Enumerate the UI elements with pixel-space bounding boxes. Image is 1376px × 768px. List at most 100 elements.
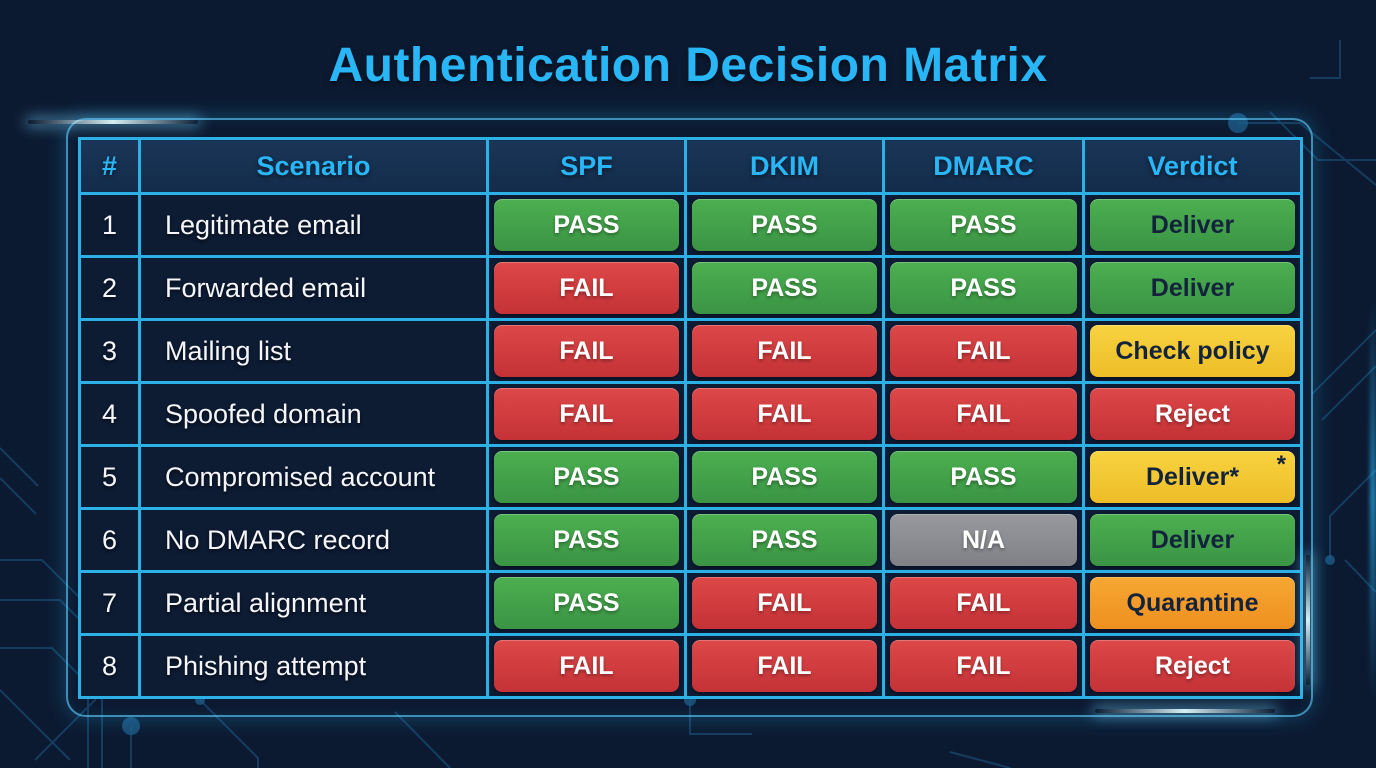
table-row: 2 Forwarded email FAIL PASS PASS Deliver	[78, 255, 1303, 321]
column-header-num: #	[78, 137, 141, 195]
dkim-badge: PASS	[692, 514, 877, 566]
verdict-cell: Deliver	[1082, 192, 1303, 258]
badge-label: FAIL	[559, 273, 614, 302]
verdict-badge: Reject	[1090, 388, 1295, 440]
dkim-cell: FAIL	[684, 381, 885, 447]
dmarc-cell: FAIL	[882, 318, 1085, 384]
dmarc-badge: PASS	[890, 199, 1077, 251]
dmarc-badge: FAIL	[890, 640, 1077, 692]
table-header-row: # Scenario SPF DKIM DMARC Verdict	[78, 137, 1303, 195]
badge-label: FAIL	[956, 651, 1011, 680]
spf-badge: FAIL	[494, 262, 679, 314]
badge-label: FAIL	[757, 336, 812, 365]
verdict-cell: Check policy	[1082, 318, 1303, 384]
scenario-label: Compromised account	[138, 444, 489, 510]
badge-label: FAIL	[757, 399, 812, 428]
scenario-label: Phishing attempt	[138, 633, 489, 699]
spf-cell: FAIL	[486, 381, 687, 447]
spf-badge: PASS	[494, 514, 679, 566]
verdict-badge: Deliver	[1090, 262, 1295, 314]
badge-label: PASS	[751, 462, 818, 491]
scenario-label: Legitimate email	[138, 192, 489, 258]
row-number: 3	[78, 318, 141, 384]
dmarc-cell: N/A	[882, 507, 1085, 573]
dmarc-cell: FAIL	[882, 633, 1085, 699]
column-header-dmarc: DMARC	[882, 137, 1085, 195]
spf-badge: PASS	[494, 199, 679, 251]
dmarc-badge: FAIL	[890, 577, 1077, 629]
badge-label: PASS	[751, 273, 818, 302]
dkim-cell: PASS	[684, 255, 885, 321]
badge-label: Deliver*	[1145, 462, 1240, 491]
spf-badge: PASS	[494, 577, 679, 629]
verdict-cell: Deliver	[1082, 255, 1303, 321]
badge-label: FAIL	[559, 651, 614, 680]
dkim-badge: FAIL	[692, 325, 877, 377]
scenario-label: No DMARC record	[138, 507, 489, 573]
badge-label: Reject	[1154, 651, 1231, 680]
dmarc-badge: PASS	[890, 262, 1077, 314]
verdict-cell: Deliver	[1082, 507, 1303, 573]
badge-label: FAIL	[559, 399, 614, 428]
asterisk-mark: *	[1276, 451, 1286, 478]
dkim-badge: PASS	[692, 199, 877, 251]
badge-label: PASS	[553, 210, 620, 239]
row-number: 1	[78, 192, 141, 258]
badge-label: FAIL	[757, 651, 812, 680]
row-number: 5	[78, 444, 141, 510]
badge-label: Deliver	[1150, 525, 1235, 554]
dmarc-cell: PASS	[882, 444, 1085, 510]
dkim-cell: FAIL	[684, 318, 885, 384]
badge-label: PASS	[553, 525, 620, 554]
badge-label: Deliver	[1150, 210, 1235, 239]
dkim-badge: FAIL	[692, 577, 877, 629]
row-number: 6	[78, 507, 141, 573]
dmarc-cell: FAIL	[882, 570, 1085, 636]
table-glow-frame	[66, 118, 1313, 717]
spf-cell: FAIL	[486, 255, 687, 321]
dkim-badge: PASS	[692, 262, 877, 314]
row-number: 8	[78, 633, 141, 699]
row-number: 7	[78, 570, 141, 636]
table-body: 1 Legitimate email PASS PASS PASS Deliver 2 For…	[78, 192, 1303, 699]
dkim-badge: FAIL	[692, 388, 877, 440]
spf-badge: FAIL	[494, 640, 679, 692]
spf-cell: PASS	[486, 570, 687, 636]
screen-edge-glow	[1370, 300, 1376, 700]
dmarc-cell: PASS	[882, 192, 1085, 258]
badge-label: PASS	[950, 273, 1017, 302]
badge-label: Check policy	[1115, 336, 1270, 365]
spf-badge: FAIL	[494, 388, 679, 440]
badge-label: FAIL	[956, 588, 1011, 617]
badge-label: FAIL	[956, 336, 1011, 365]
verdict-badge: Deliver	[1090, 514, 1295, 566]
badge-label: N/A	[961, 525, 1006, 554]
scenario-label: Partial alignment	[138, 570, 489, 636]
spf-cell: PASS	[486, 444, 687, 510]
column-header-scenario: Scenario	[138, 137, 489, 195]
row-number: 2	[78, 255, 141, 321]
badge-label: PASS	[950, 462, 1017, 491]
table-row: 3 Mailing list FAIL FAIL FAIL Check policy	[78, 318, 1303, 384]
column-header-verdict: Verdict	[1082, 137, 1303, 195]
spf-cell: FAIL	[486, 318, 687, 384]
scenario-label: Mailing list	[138, 318, 489, 384]
dmarc-badge: N/A	[890, 514, 1077, 566]
dkim-cell: PASS	[684, 507, 885, 573]
dmarc-cell: FAIL	[882, 381, 1085, 447]
scenario-label: Forwarded email	[138, 255, 489, 321]
spf-badge: PASS	[494, 451, 679, 503]
table-row: 4 Spoofed domain FAIL FAIL FAIL Reject	[78, 381, 1303, 447]
verdict-cell: Deliver* *	[1082, 444, 1303, 510]
table-row: 5 Compromised account PASS PASS PASS Deliver*…	[78, 444, 1303, 510]
dkim-badge: FAIL	[692, 640, 877, 692]
verdict-badge: Reject	[1090, 640, 1295, 692]
dmarc-badge: FAIL	[890, 388, 1077, 440]
badge-label: FAIL	[559, 336, 614, 365]
table-row: 8 Phishing attempt FAIL FAIL FAIL Reject	[78, 633, 1303, 699]
spf-badge: FAIL	[494, 325, 679, 377]
dkim-cell: PASS	[684, 444, 885, 510]
table-row: 6 No DMARC record PASS PASS N/A Deliver	[78, 507, 1303, 573]
scenario-label: Spoofed domain	[138, 381, 489, 447]
